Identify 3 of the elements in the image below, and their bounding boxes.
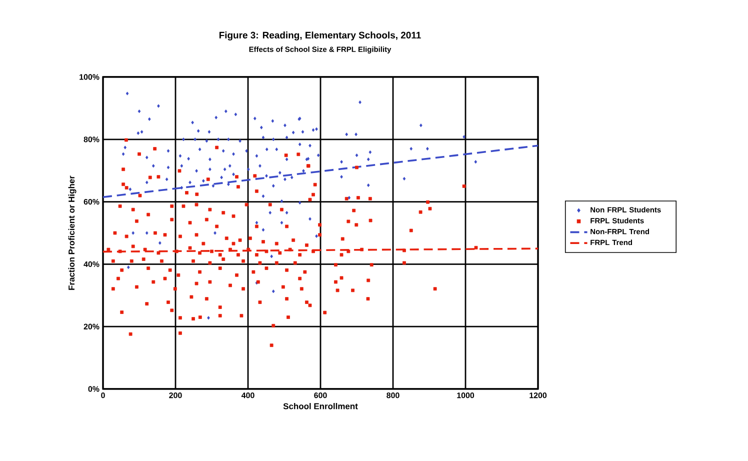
y-axis-title: Fraction Proficient or Higher bbox=[68, 176, 76, 290]
chart-title: Figure 3: Reading, Elementary Schools, 2011 bbox=[219, 32, 421, 40]
x-axis-title: School Enrollment bbox=[283, 402, 358, 410]
